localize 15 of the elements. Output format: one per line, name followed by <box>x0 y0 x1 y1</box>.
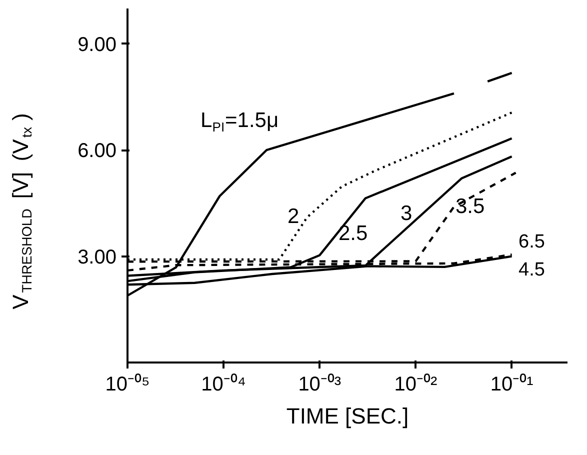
x-tick-label: 10⁻⁰¹ <box>490 372 534 396</box>
y-axis-title: VTHRESHOLD [V] (Vtx) <box>8 113 35 310</box>
series-label: 3.5 <box>456 195 485 218</box>
x-tick-label: 10⁻⁰³ <box>298 372 342 396</box>
series-label: 3 <box>400 202 412 225</box>
x-tick-label: 10⁻⁰² <box>394 372 438 396</box>
y-tick-label: 9.00 <box>78 34 117 56</box>
x-tick-label: 10⁻⁰⁵ <box>105 372 150 396</box>
y-tick-label: 3.00 <box>78 246 117 268</box>
series-label: 4.5 <box>518 260 545 280</box>
series-label: 6.5 <box>518 232 545 252</box>
x-axis-title: TIME [SEC.] <box>286 404 409 428</box>
y-tick-label: 6.00 <box>78 140 117 162</box>
series-label: 2 <box>288 205 300 228</box>
x-tick-label: 10⁻⁰⁴ <box>201 372 246 396</box>
